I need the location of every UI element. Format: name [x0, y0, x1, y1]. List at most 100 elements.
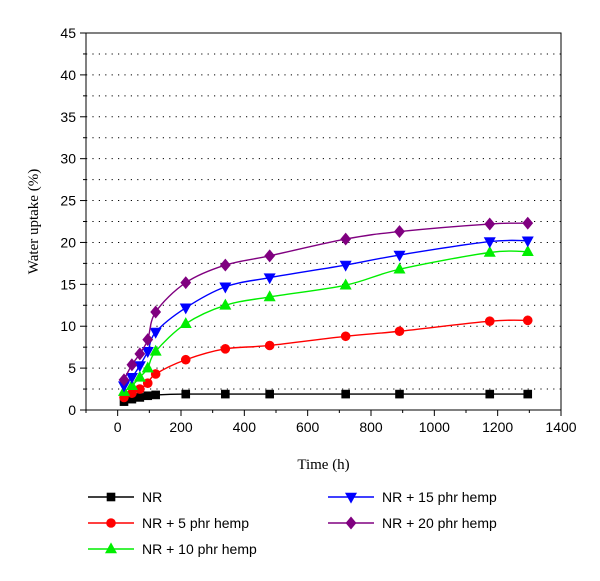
data-point: [264, 249, 276, 263]
legend-item: NR: [88, 489, 162, 505]
x-tick-label: 600: [296, 419, 320, 435]
data-point: [133, 361, 146, 373]
data-point: [149, 344, 162, 356]
x-tick-labels: 0 200 400 600 800 1000 1200 1400: [114, 419, 577, 435]
legend-item: NR + 20 phr hemp: [328, 515, 497, 531]
legend-marker: [345, 516, 357, 530]
series-1: [119, 389, 533, 406]
legend-marker: [104, 542, 118, 554]
data-point: [179, 317, 192, 329]
y-axis-title: Water uptake (%): [26, 169, 42, 274]
data-point: [118, 373, 130, 387]
x-tick-label: 1000: [419, 419, 450, 435]
data-point: [340, 331, 351, 342]
data-point: [340, 232, 352, 246]
legend-label: NR + 10 phr hemp: [142, 541, 257, 557]
series-5: [118, 216, 534, 387]
x-tick-label: 0: [114, 419, 122, 435]
data-point: [133, 370, 146, 382]
y-tick-label: 30: [60, 151, 76, 167]
data-point: [180, 354, 191, 365]
y-tick-label: 15: [60, 276, 76, 292]
legend-marker: [106, 492, 116, 502]
y-tick-label: 45: [60, 25, 76, 41]
data-point: [219, 298, 232, 310]
legend-item: NR + 5 phr hemp: [88, 515, 249, 531]
data-point: [142, 333, 154, 347]
data-point: [263, 273, 276, 285]
legend-label: NR + 5 phr hemp: [142, 515, 249, 531]
x-tick-label: 200: [169, 419, 193, 435]
axis-ticks: [80, 32, 562, 416]
legend-label: NR + 15 phr hemp: [382, 489, 497, 505]
data-point: [219, 258, 231, 272]
series-2: [119, 315, 533, 403]
series-layer: [117, 216, 534, 406]
data-point: [151, 390, 160, 400]
data-point: [125, 373, 138, 384]
data-point: [134, 347, 146, 361]
data-point: [522, 216, 534, 230]
data-point: [143, 391, 153, 401]
data-point: [522, 315, 533, 326]
data-point: [150, 305, 162, 319]
data-point: [263, 290, 276, 302]
data-point: [149, 327, 162, 339]
y-tick-label: 0: [68, 402, 76, 418]
data-point: [142, 378, 153, 388]
data-point: [127, 388, 137, 399]
data-point: [150, 369, 161, 379]
data-point: [521, 236, 534, 248]
legend-item: NR + 15 phr hemp: [328, 489, 497, 505]
data-point: [339, 278, 352, 290]
data-point: [483, 237, 496, 249]
data-point: [523, 389, 533, 399]
data-point: [339, 260, 352, 272]
legend-item: NR + 10 phr hemp: [88, 541, 257, 557]
y-tick-labels: 0 5 10 15 20 25 30 35 40 45: [60, 25, 76, 418]
gridlines: [86, 53, 561, 390]
data-point: [484, 316, 495, 326]
data-point: [141, 347, 154, 358]
x-tick-label: 1400: [545, 419, 576, 435]
data-point: [394, 326, 405, 337]
x-tick-label: 1200: [482, 419, 513, 435]
series-3: [117, 245, 534, 396]
y-tick-label: 25: [60, 193, 76, 209]
data-point: [485, 389, 495, 399]
data-point: [126, 358, 138, 372]
data-point: [521, 245, 534, 256]
data-point: [393, 262, 406, 274]
data-point: [264, 340, 275, 351]
data-point: [179, 303, 192, 315]
y-tick-label: 20: [60, 234, 76, 250]
x-tick-label: 400: [233, 419, 257, 435]
data-point: [341, 389, 350, 399]
legend-label: NR + 20 phr hemp: [382, 515, 497, 531]
data-point: [484, 217, 496, 231]
legend-label: NR: [142, 489, 162, 505]
data-point: [394, 225, 405, 239]
data-point: [221, 389, 230, 399]
data-point: [180, 276, 192, 290]
legend-marker: [344, 492, 358, 504]
data-point: [393, 250, 406, 262]
x-axis-title: Time (h): [297, 457, 349, 473]
y-tick-label: 35: [60, 109, 76, 125]
data-point: [125, 379, 138, 391]
data-point: [483, 245, 496, 257]
data-point: [135, 393, 145, 402]
data-point: [265, 389, 274, 399]
legend: NR NR + 5 phr hemp NR + 10 phr hemp NR + 15…: [88, 489, 497, 557]
data-point: [141, 361, 154, 373]
data-point: [181, 389, 191, 399]
y-tick-label: 10: [60, 318, 76, 334]
x-tick-label: 800: [359, 419, 383, 435]
y-tick-label: 5: [68, 360, 76, 376]
data-point: [220, 344, 231, 354]
data-point: [219, 282, 232, 294]
data-point: [395, 389, 404, 399]
legend-marker: [106, 518, 116, 528]
y-tick-label: 40: [60, 67, 76, 83]
